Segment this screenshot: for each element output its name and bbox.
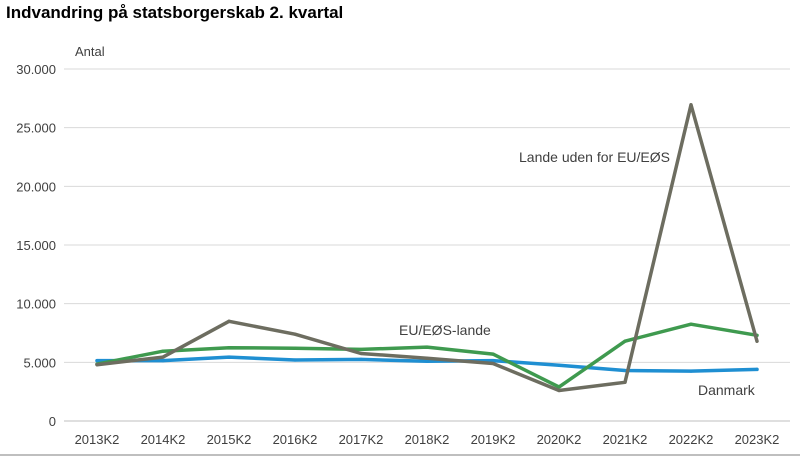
data-point (95, 358, 99, 363)
x-tick-label: 2013K2 (75, 432, 120, 447)
x-axis-tick-labels: 2013K2 2014K2 2015K2 2016K2 2017K2 2018K2 2019… (75, 432, 780, 447)
y-axis-tick-labels: 0 5.000 10.000 15.000 20.000 25.000 30.000 (16, 62, 56, 429)
x-tick-label: 2022K2 (669, 432, 714, 447)
y-axis-unit-label: Antal (75, 44, 105, 59)
series-annotations: Lande uden for EU/EØS EU/EØS-lande Danmark (399, 149, 756, 398)
y-tick-label: 15.000 (16, 238, 56, 253)
data-point (227, 355, 231, 359)
y-tick-label: 0 (49, 414, 56, 429)
data-point (359, 347, 363, 352)
y-tick-label: 5.000 (23, 355, 56, 370)
data-point (557, 363, 561, 367)
data-point (161, 358, 165, 363)
data-point (161, 355, 165, 359)
data-point (359, 357, 363, 361)
data-point (623, 368, 627, 373)
data-point (227, 346, 231, 350)
x-tick-label: 2017K2 (339, 432, 384, 447)
y-tick-label: 30.000 (16, 62, 56, 77)
x-tick-label: 2019K2 (471, 432, 516, 447)
data-point (95, 363, 99, 367)
y-tick-label: 25.000 (16, 121, 56, 136)
data-point (623, 339, 627, 343)
data-point (557, 388, 561, 393)
data-point (293, 346, 297, 350)
y-tick-label: 20.000 (16, 179, 56, 194)
series-annotation: Danmark (698, 382, 756, 398)
data-point (491, 358, 495, 363)
data-point (623, 380, 627, 384)
data-point (689, 103, 693, 107)
data-point (425, 345, 429, 349)
gridlines (64, 68, 790, 422)
y-tick-label: 10.000 (16, 297, 56, 312)
series-annotation: EU/EØS-lande (399, 322, 491, 338)
data-point (293, 358, 297, 362)
x-tick-label: 2018K2 (405, 432, 450, 447)
x-tick-label: 2014K2 (141, 432, 186, 447)
data-point (227, 319, 231, 323)
data-point (359, 351, 363, 356)
data-point (689, 369, 693, 373)
x-tick-label: 2020K2 (537, 432, 582, 447)
x-tick-label: 2016K2 (273, 432, 318, 447)
data-point (491, 361, 495, 366)
x-tick-label: 2023K2 (735, 432, 780, 447)
series-annotation: Lande uden for EU/EØS (519, 149, 670, 165)
data-point (755, 339, 759, 343)
chart-title: Indvandring på statsborgerskab 2. kvarta… (6, 3, 344, 22)
series-lines (95, 103, 759, 393)
data-point (557, 385, 561, 389)
data-point (491, 352, 495, 356)
data-point (425, 359, 429, 363)
data-point (689, 322, 693, 326)
data-point (425, 356, 429, 360)
x-tick-label: 2015K2 (207, 432, 252, 447)
data-point (755, 367, 759, 371)
data-point (293, 332, 297, 336)
data-point (161, 349, 165, 353)
x-tick-label: 2021K2 (603, 432, 648, 447)
